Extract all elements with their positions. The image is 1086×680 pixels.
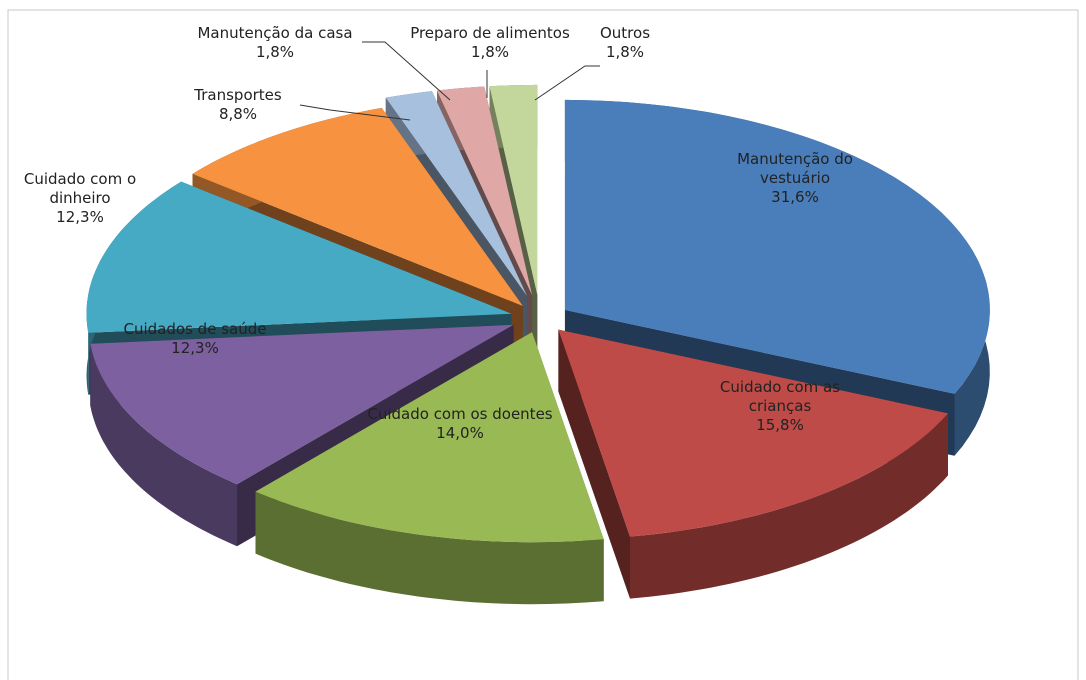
value-label: 1,8% (255, 43, 295, 61)
leader-lines (299, 41, 600, 121)
value-label: 12,3% (171, 339, 219, 357)
category-name: Outros (599, 24, 651, 42)
value-label: 1,8% (605, 43, 645, 61)
value-label: 14,0% (436, 424, 484, 442)
category-name: Cuidados de saúde (123, 320, 267, 338)
slice (86, 181, 512, 333)
category-name: Cuidado com as crianças (719, 378, 841, 415)
value-label: 1,8% (470, 43, 510, 61)
leader-line (534, 65, 600, 101)
slice (385, 91, 527, 296)
slice (90, 324, 514, 485)
slice (558, 329, 948, 537)
slice-outer-wall (630, 413, 948, 599)
value-label: 8,8% (218, 105, 258, 123)
slice-tops (86, 84, 990, 543)
category-name: Transportes (194, 86, 282, 104)
slice-outer-wall (90, 343, 237, 547)
slice (564, 99, 990, 394)
slice-radial-wall (558, 329, 630, 599)
data-label: Outros 1,8% (585, 24, 665, 62)
leader-line (362, 41, 451, 101)
data-label: Manutenção da casa 1,8% (170, 24, 380, 62)
slice (255, 332, 604, 543)
data-label: Cuidado com os doentes 14,0% (360, 405, 560, 443)
data-label: Cuidado com as crianças 15,8% (695, 378, 865, 435)
category-name: Cuidado com o dinheiro (23, 170, 137, 207)
data-label: Manutenção do vestuário 31,6% (700, 150, 890, 207)
value-label: 12,3% (56, 208, 104, 226)
data-label: Cuidado com o dinheiro 12,3% (0, 170, 160, 227)
data-label: Preparo de alimentos 1,8% (380, 24, 600, 62)
value-label: 31,6% (771, 188, 819, 206)
category-name: Preparo de alimentos (410, 24, 570, 42)
category-name: Manutenção do vestuário (737, 150, 853, 187)
category-name: Cuidado com os doentes (367, 405, 553, 423)
slice (192, 107, 523, 306)
category-name: Manutenção da casa (197, 24, 353, 42)
data-label: Transportes 8,8% (173, 86, 303, 124)
slice (489, 84, 538, 295)
slice (437, 86, 533, 296)
value-label: 15,8% (756, 416, 804, 434)
slice-outer-wall (255, 491, 604, 605)
data-label: Cuidados de saúde 12,3% (105, 320, 285, 358)
leader-line (299, 104, 411, 121)
